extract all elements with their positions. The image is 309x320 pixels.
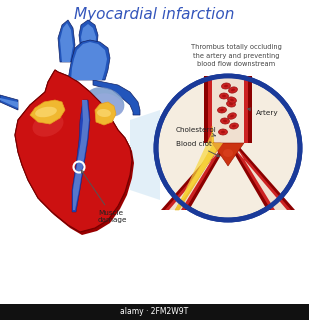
Polygon shape: [22, 105, 70, 202]
Polygon shape: [130, 110, 160, 200]
Ellipse shape: [230, 115, 234, 117]
Ellipse shape: [230, 123, 239, 129]
Polygon shape: [71, 42, 107, 80]
Polygon shape: [177, 130, 223, 208]
Ellipse shape: [86, 87, 125, 117]
Polygon shape: [204, 76, 252, 143]
Ellipse shape: [221, 131, 225, 133]
Polygon shape: [93, 80, 140, 115]
Ellipse shape: [231, 89, 235, 91]
Text: Blood clot: Blood clot: [176, 141, 219, 156]
Polygon shape: [161, 143, 228, 210]
Polygon shape: [208, 76, 248, 143]
Ellipse shape: [222, 83, 231, 89]
Polygon shape: [68, 40, 110, 80]
Ellipse shape: [35, 107, 57, 117]
Polygon shape: [79, 20, 98, 60]
Ellipse shape: [222, 95, 226, 97]
Polygon shape: [231, 143, 291, 210]
Polygon shape: [230, 143, 287, 210]
Text: Muscle
damage: Muscle damage: [81, 170, 128, 223]
Polygon shape: [212, 143, 244, 166]
Ellipse shape: [223, 149, 233, 157]
Text: Thrombus totally occluding
the artery and preventing
blood flow downstream: Thrombus totally occluding the artery an…: [191, 44, 281, 67]
Ellipse shape: [228, 113, 236, 119]
Polygon shape: [73, 100, 89, 210]
Ellipse shape: [232, 125, 236, 127]
Polygon shape: [95, 102, 116, 125]
Ellipse shape: [229, 103, 233, 105]
Polygon shape: [212, 76, 244, 143]
Ellipse shape: [229, 87, 237, 93]
Ellipse shape: [35, 102, 69, 128]
Polygon shape: [0, 304, 309, 320]
Ellipse shape: [32, 113, 63, 137]
Ellipse shape: [230, 99, 234, 101]
Text: Cholesterol: Cholesterol: [176, 127, 217, 136]
Polygon shape: [169, 143, 226, 210]
Text: Artery: Artery: [248, 108, 279, 116]
Polygon shape: [228, 143, 295, 210]
Text: alamy · 2FM2W9T: alamy · 2FM2W9T: [120, 308, 188, 316]
Ellipse shape: [218, 129, 227, 135]
Ellipse shape: [219, 93, 228, 99]
Polygon shape: [165, 143, 225, 210]
Polygon shape: [72, 100, 90, 212]
Polygon shape: [81, 24, 96, 60]
Ellipse shape: [220, 109, 224, 111]
Polygon shape: [17, 73, 134, 235]
Polygon shape: [30, 100, 65, 124]
Ellipse shape: [223, 120, 227, 122]
Ellipse shape: [92, 93, 124, 117]
Ellipse shape: [226, 101, 235, 107]
Polygon shape: [15, 70, 132, 232]
Polygon shape: [0, 98, 18, 108]
Ellipse shape: [221, 118, 230, 124]
Polygon shape: [60, 23, 73, 62]
Ellipse shape: [228, 97, 236, 103]
Text: Myocardial infarction: Myocardial infarction: [74, 7, 234, 22]
Polygon shape: [58, 20, 75, 62]
Ellipse shape: [97, 109, 111, 117]
Circle shape: [156, 76, 300, 220]
Polygon shape: [15, 70, 132, 232]
Polygon shape: [0, 95, 18, 110]
Polygon shape: [175, 126, 221, 210]
Ellipse shape: [218, 107, 226, 113]
Ellipse shape: [224, 85, 228, 87]
